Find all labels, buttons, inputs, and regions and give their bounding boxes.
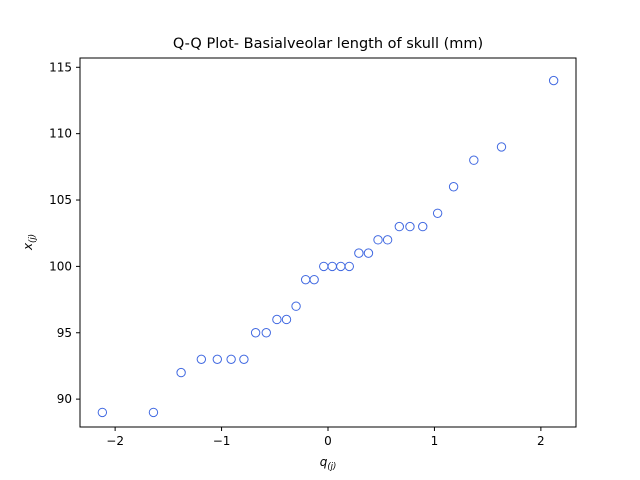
data-point-29	[548, 75, 559, 86]
data-point-5	[226, 354, 236, 365]
data-point-13	[309, 274, 319, 285]
x-tick-label: −1	[213, 434, 231, 448]
data-point-2	[176, 367, 186, 378]
x-axis-label: q(j)	[320, 455, 337, 472]
x-axis-ticks: −2 −1 0 1 2	[106, 427, 545, 448]
data-point-4	[212, 354, 223, 365]
data-point-1	[148, 407, 159, 418]
y-tick-label: 105	[49, 193, 72, 207]
data-points	[97, 75, 559, 418]
data-point-24	[418, 221, 428, 232]
y-tick-label: 110	[49, 127, 72, 141]
data-point-26	[448, 182, 459, 192]
y-tick-label: 95	[57, 326, 72, 340]
data-point-28	[496, 142, 507, 152]
data-point-18	[354, 248, 364, 258]
data-point-14	[319, 261, 329, 272]
data-point-10	[281, 314, 292, 325]
y-axis-label-main: x	[21, 242, 35, 251]
chart-title: Q-Q Plot- Basialveolar length of skull (…	[173, 36, 483, 52]
data-point-12	[300, 274, 311, 285]
data-point-15	[327, 261, 337, 272]
y-tick-label: 100	[49, 259, 72, 273]
data-point-16	[336, 261, 346, 272]
data-point-11	[291, 301, 301, 311]
plot-frame	[79, 57, 577, 428]
data-point-8	[261, 328, 271, 338]
data-point-20	[373, 235, 383, 245]
y-tick-label: 115	[49, 60, 72, 74]
data-point-6	[239, 354, 249, 365]
y-axis-label-subscript: (j)	[28, 234, 38, 243]
y-axis-ticks: 90 95 100 105 110 115	[49, 60, 80, 406]
x-axis-label-subscript: (j)	[327, 462, 336, 472]
data-point-21	[382, 235, 393, 245]
x-tick-label: 2	[537, 434, 545, 448]
data-point-7	[250, 328, 261, 338]
x-tick-label: −2	[106, 434, 124, 448]
x-axis-label-main: q	[320, 455, 328, 469]
y-axis-label: x(j)	[21, 234, 38, 251]
x-tick-label: 0	[324, 434, 332, 448]
data-point-17	[344, 261, 354, 272]
data-point-19	[363, 248, 374, 258]
data-point-25	[432, 208, 443, 218]
data-point-3	[196, 354, 207, 365]
y-tick-label: 90	[57, 392, 72, 406]
data-point-27	[469, 155, 479, 165]
x-tick-label: 1	[431, 434, 439, 448]
data-point-9	[272, 314, 282, 325]
data-point-0	[97, 407, 108, 418]
data-point-23	[405, 221, 415, 232]
data-point-22	[394, 221, 405, 232]
